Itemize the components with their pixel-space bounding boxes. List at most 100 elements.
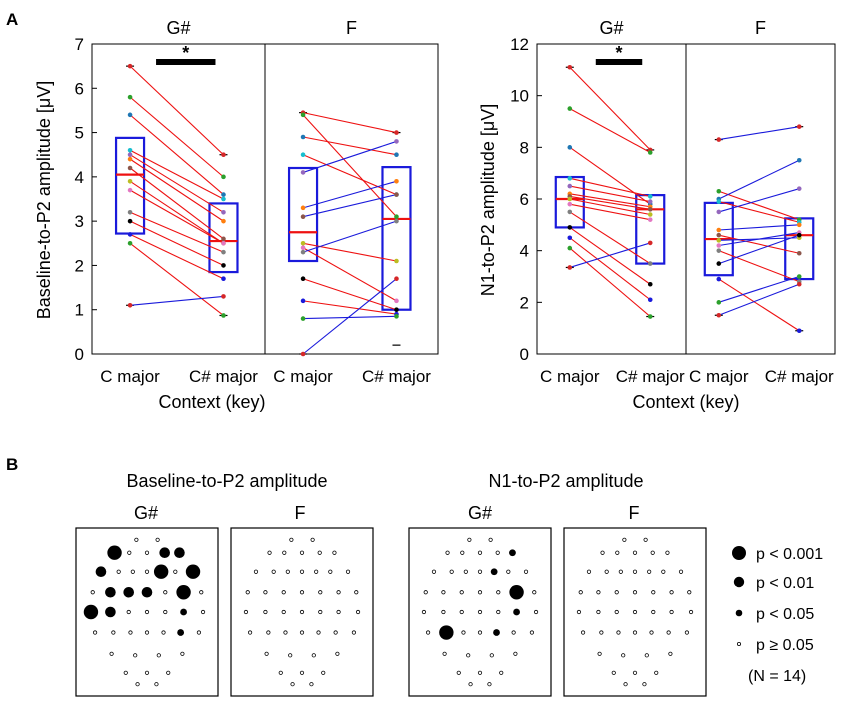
electrode-dot xyxy=(299,569,305,574)
data-point xyxy=(716,209,722,215)
data-point xyxy=(221,240,226,246)
electrode-dot xyxy=(288,653,293,658)
electrode-dot xyxy=(107,545,122,560)
electrode-dot xyxy=(499,670,504,675)
electrode-dot xyxy=(144,630,150,635)
electrode-dot xyxy=(666,630,671,635)
electrode-dot xyxy=(126,609,131,615)
electrode-dot xyxy=(477,569,483,574)
data-point xyxy=(647,194,653,199)
electrode-dot xyxy=(586,569,592,574)
electrode-dot xyxy=(310,537,315,542)
subject-line xyxy=(569,237,651,301)
data-point xyxy=(716,300,722,305)
data-point xyxy=(127,152,133,158)
data-point xyxy=(796,281,802,287)
electrode-dot xyxy=(299,630,305,635)
electrode-dot xyxy=(263,590,268,595)
electrode-dot xyxy=(166,670,171,675)
electrode-dot xyxy=(459,609,464,615)
data-point xyxy=(127,218,133,224)
data-point xyxy=(300,112,306,118)
electrode-dot xyxy=(354,590,359,595)
data-point xyxy=(567,201,573,207)
subject-line xyxy=(569,203,651,221)
electrode-dot xyxy=(318,609,323,615)
electrode-dot xyxy=(425,630,431,635)
subject-line xyxy=(302,154,397,196)
electrode-dot xyxy=(597,651,602,656)
subject-line xyxy=(129,154,224,213)
electrode-dot xyxy=(336,590,341,595)
electrode-dot xyxy=(468,682,473,687)
electrode-dot xyxy=(127,550,132,555)
electrode-dot xyxy=(632,609,638,615)
electrode-dot xyxy=(321,670,326,675)
subject-line xyxy=(130,295,224,306)
electrode-dot xyxy=(604,569,609,574)
subject-line xyxy=(569,195,651,210)
electrode-dot xyxy=(156,653,161,658)
subject-line xyxy=(302,140,397,173)
electrode-dot xyxy=(644,653,649,658)
subject-line xyxy=(569,211,651,265)
significance-star: * xyxy=(616,43,623,63)
data-point xyxy=(647,281,653,287)
y-tick-label: 0 xyxy=(75,345,84,364)
y-tick-label: 0 xyxy=(520,345,529,364)
data-point xyxy=(300,298,306,304)
data-point xyxy=(567,176,573,181)
subject-line xyxy=(302,114,397,218)
electrode-dot xyxy=(615,550,620,555)
electrode-dot xyxy=(651,609,656,615)
data-point xyxy=(221,276,226,282)
subject-line xyxy=(569,247,651,317)
data-point xyxy=(796,232,802,238)
subject-line xyxy=(302,112,397,134)
data-point xyxy=(127,187,133,193)
data-point xyxy=(647,297,653,303)
electrode-dot xyxy=(578,590,583,595)
topo-title-n1: N1-to-P2 amplitude xyxy=(488,471,643,491)
data-point xyxy=(127,209,133,215)
electrode-dot xyxy=(509,549,516,557)
electrode-dot xyxy=(281,590,286,595)
data-point xyxy=(647,261,653,266)
electrode-dot xyxy=(596,590,601,595)
data-point xyxy=(567,235,573,241)
subject-line xyxy=(718,188,800,213)
electrode-dot xyxy=(463,569,468,574)
electrode-dot xyxy=(177,629,185,636)
data-point xyxy=(221,249,226,255)
data-point xyxy=(647,217,653,222)
electrode-dot xyxy=(487,682,492,687)
electrode-dot xyxy=(511,630,516,635)
electrode-dot xyxy=(266,630,271,635)
electrode-dot xyxy=(351,630,357,635)
baseline-to-p2-chart: A Baseline-to-P2 amplitude [μV] Context … xyxy=(6,10,439,412)
electrode-dot xyxy=(477,550,483,555)
subject-line xyxy=(569,177,651,197)
electrode-dot xyxy=(665,550,670,555)
electrode-dot xyxy=(467,537,472,542)
data-point xyxy=(716,312,722,318)
electrode-dot xyxy=(123,670,128,675)
electrode-dot xyxy=(459,590,464,595)
subject-line xyxy=(718,224,800,231)
subject-line xyxy=(303,315,397,320)
y-tick-label: 2 xyxy=(75,256,84,275)
data-point xyxy=(221,313,226,318)
electrode-dot xyxy=(533,609,539,615)
electrode-dot xyxy=(299,550,305,555)
electrode-dot xyxy=(263,609,268,615)
data-point xyxy=(647,150,653,155)
subject-line xyxy=(129,233,224,280)
subject-line xyxy=(129,211,224,253)
data-point xyxy=(716,248,722,253)
legend-label: p < 0.05 xyxy=(756,606,814,623)
legend-label: p < 0.01 xyxy=(756,575,814,592)
data-point xyxy=(647,212,653,217)
x-tick-label: C major xyxy=(689,367,749,386)
electrode-dot xyxy=(654,670,659,675)
data-point xyxy=(127,147,133,153)
